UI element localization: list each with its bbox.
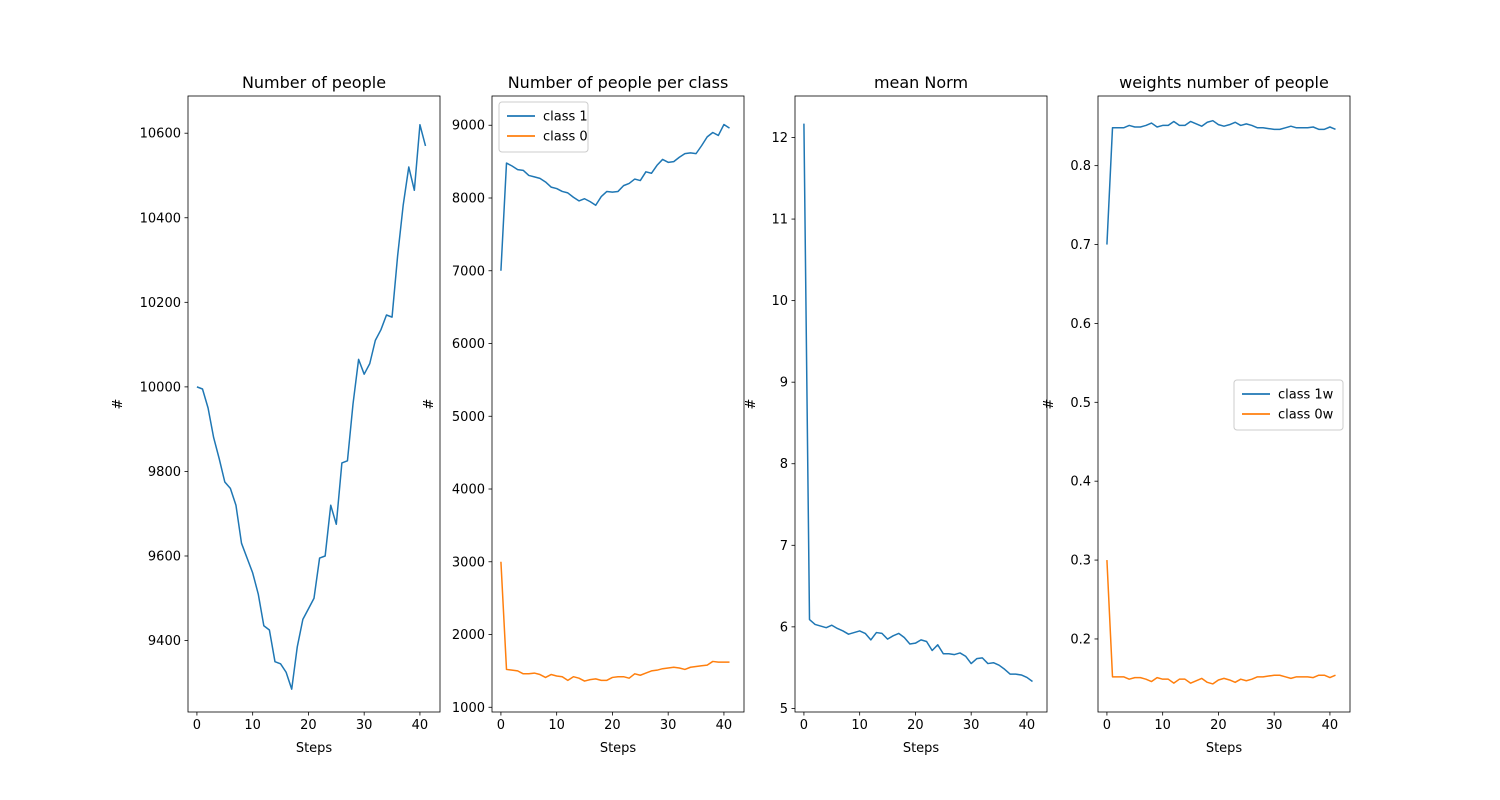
y-tick-label: 10400 (140, 211, 181, 226)
x-tick-label: 20 (300, 718, 317, 733)
y-tick-label: 5 (780, 702, 788, 717)
x-axis-label: Steps (903, 741, 940, 756)
axes-frame (187, 95, 441, 713)
y-tick-label: 1000 (452, 701, 485, 716)
x-axis-label: Steps (296, 741, 333, 756)
chart-panel-2: 0 10 20 30 40 1000 2000 3000 4000 5000 6000 7000 800… (422, 73, 745, 756)
y-tick-label: 0.2 (1070, 632, 1091, 647)
y-tick-label: 0.6 (1070, 317, 1091, 332)
y-tick-label: 9000 (452, 119, 485, 134)
series-line-class-1w (1106, 119, 1336, 245)
y-tick-label: 7 (780, 539, 788, 554)
y-tick-label: 9 (780, 376, 788, 391)
y-tick-label: 5000 (452, 410, 485, 425)
y-tick-label: 8 (780, 457, 788, 472)
y-tick-label: 10200 (140, 296, 181, 311)
y-axis-label: # (422, 399, 437, 410)
x-tick-label: 20 (604, 718, 621, 733)
chart-panel-3: 0 10 20 30 40 5 6 7 8 9 10 11 12 mean Norm Steps # (744, 73, 1048, 756)
chart-title: Number of people (242, 73, 386, 92)
legend-label: class 0 (543, 130, 588, 145)
y-tick-label: 4000 (452, 483, 485, 498)
x-tick-label: 10 (851, 718, 868, 733)
legend-label: class 1w (1278, 388, 1334, 403)
y-tick-label: 10000 (140, 380, 181, 395)
x-tick-label: 10 (1154, 718, 1171, 733)
axes-frame (491, 95, 745, 713)
y-tick-label: 3000 (452, 555, 485, 570)
series-line-class-0w (1106, 560, 1336, 685)
legend: class 1 class 0 (498, 101, 589, 153)
x-tick-label: 40 (716, 718, 733, 733)
y-tick-label: 8000 (452, 191, 485, 206)
chart-panel-1: 0 10 20 30 40 9400 9600 9800 10000 10200 10400 1060… (111, 73, 441, 756)
y-tick-label: 10600 (140, 127, 181, 142)
chart-title: mean Norm (874, 73, 968, 92)
y-tick-label: 6000 (452, 337, 485, 352)
chart-panel-4: 0 10 20 30 40 0.2 0.3 0.4 0.5 0.6 0.7 0.8 weights nu… (1042, 73, 1351, 756)
y-tick-label: 6 (780, 620, 788, 635)
y-tick-label: 12 (771, 131, 788, 146)
x-tick-label: 40 (1322, 718, 1339, 733)
x-tick-label: 40 (412, 718, 429, 733)
y-axis-label: # (1042, 399, 1057, 410)
series-line-1 (196, 124, 427, 690)
x-tick-label: 20 (907, 718, 924, 733)
y-tick-label: 2000 (452, 628, 485, 643)
y-tick-label: 0.7 (1070, 238, 1091, 253)
chart-title: weights number of people (1119, 73, 1329, 92)
y-tick-label: 9600 (148, 549, 181, 564)
legend: class 1w class 0w (1233, 379, 1344, 431)
y-tick-label: 9400 (148, 634, 181, 649)
x-tick-label: 0 (800, 718, 808, 733)
axes-frame (794, 95, 1048, 713)
x-tick-label: 10 (548, 718, 565, 733)
x-tick-label: 20 (1210, 718, 1227, 733)
x-axis-label: Steps (600, 741, 637, 756)
x-tick-label: 40 (1019, 718, 1036, 733)
x-tick-label: 30 (1266, 718, 1283, 733)
y-tick-label: 7000 (452, 264, 485, 279)
y-tick-label: 9800 (148, 465, 181, 480)
x-tick-label: 0 (497, 718, 505, 733)
legend-label: class 1 (543, 110, 588, 125)
x-tick-label: 30 (660, 718, 677, 733)
series-line-1 (803, 123, 1033, 683)
y-tick-label: 0.3 (1070, 554, 1091, 569)
y-axis-label: # (111, 399, 126, 410)
x-tick-label: 0 (193, 718, 201, 733)
legend-box (1233, 379, 1344, 431)
x-tick-label: 30 (963, 718, 980, 733)
y-tick-label: 0.5 (1070, 396, 1091, 411)
y-tick-label: 10 (771, 294, 788, 309)
x-tick-label: 0 (1103, 718, 1111, 733)
y-axis-label: # (744, 399, 759, 410)
series-line-class-0 (500, 561, 730, 682)
legend-label: class 0w (1278, 408, 1334, 423)
series-line-class-1 (500, 123, 730, 271)
x-tick-label: 10 (244, 718, 261, 733)
axes-frame (1097, 95, 1351, 713)
chart-title: Number of people per class (508, 73, 729, 92)
x-axis-label: Steps (1206, 741, 1243, 756)
x-tick-label: 30 (356, 718, 373, 733)
y-tick-label: 11 (771, 213, 788, 228)
y-tick-label: 0.8 (1070, 159, 1091, 174)
y-tick-label: 0.4 (1070, 475, 1091, 490)
legend-box (498, 101, 589, 153)
